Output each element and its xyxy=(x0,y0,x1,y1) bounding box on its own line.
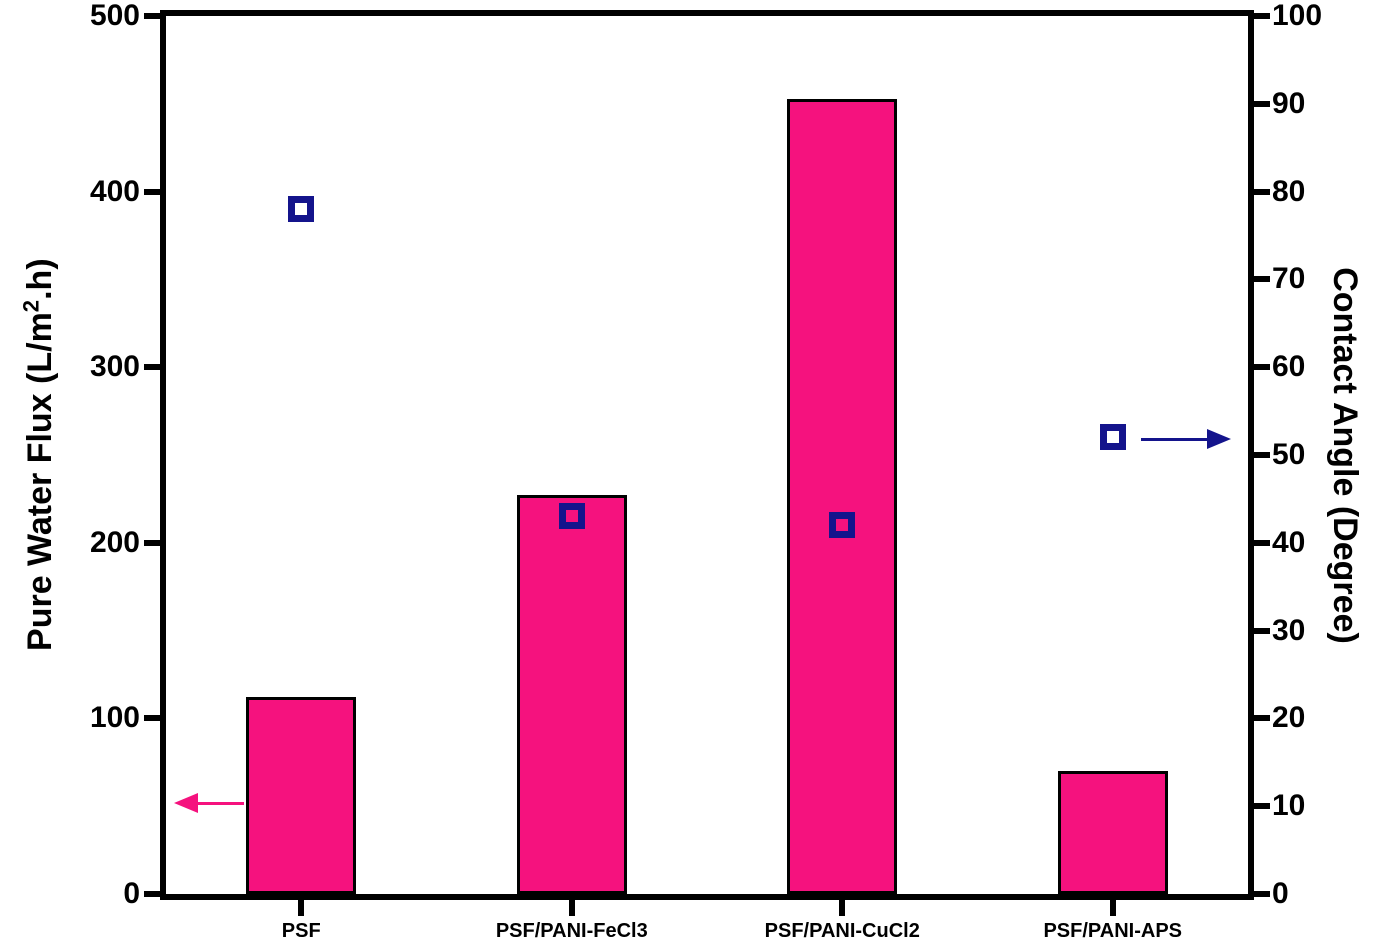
left-axis-tick-label: 200 xyxy=(89,525,140,559)
left-axis-title: Pure Water Flux (L/m2.h) xyxy=(18,259,59,652)
left-axis-title-wrap: Pure Water Flux (L/m2.h) xyxy=(0,10,84,900)
contact-angle-marker xyxy=(1099,424,1126,451)
right-axis-tick-label: 30 xyxy=(1272,613,1306,647)
right-axis-title: Contact Angle (Degree) xyxy=(1325,266,1364,644)
x-axis-tick xyxy=(568,900,575,916)
right-axis-tick-label: 50 xyxy=(1272,438,1306,471)
right-axis-tick-label: 0 xyxy=(1272,877,1289,910)
x-axis-tick xyxy=(298,900,305,916)
right-axis-tick-label: 80 xyxy=(1272,174,1306,208)
right-axis-tick-label: 90 xyxy=(1272,86,1306,120)
flux-bar xyxy=(516,495,627,894)
left-axis-tick xyxy=(144,13,160,19)
x-axis-category-label: PSF/PANI-FeCl3 xyxy=(495,920,648,942)
left-axis-tick-label: 0 xyxy=(123,877,140,910)
right-axis-title-wrap: Contact Angle (Degree) xyxy=(1299,10,1381,900)
left-axis-title-sup: 2 xyxy=(18,300,44,313)
right-axis-tick xyxy=(1254,539,1270,546)
left-axis-tick xyxy=(144,715,160,722)
left-axis-tick-label: 500 xyxy=(89,0,140,32)
left-axis-title-pre: Pure Water Flux (L/m xyxy=(20,312,59,652)
right-axis-tick xyxy=(1254,364,1270,371)
right-axis-tick-label: 70 xyxy=(1272,262,1306,296)
left-axis-tick-label: 300 xyxy=(89,350,140,384)
right-axis-tick xyxy=(1254,188,1270,195)
left-axis-tick xyxy=(144,891,160,897)
left-arrow-head-icon xyxy=(174,793,198,813)
contact-angle-marker xyxy=(288,196,315,223)
left-axis-tick xyxy=(144,539,160,546)
right-axis-tick xyxy=(1254,715,1270,722)
right-axis-tick-label: 100 xyxy=(1272,0,1323,32)
right-axis-tick-label: 10 xyxy=(1272,789,1306,823)
flux-bar xyxy=(1057,771,1168,894)
x-axis-category-label: PSF/PANI-APS xyxy=(1043,920,1183,942)
right-arrow-shaft xyxy=(1141,438,1207,441)
flux-bar xyxy=(787,98,898,894)
contact-angle-marker xyxy=(829,512,856,539)
right-axis-tick-label: 20 xyxy=(1272,701,1306,735)
right-axis-tick xyxy=(1254,100,1270,107)
right-axis-tick xyxy=(1254,627,1270,634)
left-axis-title-post: .h) xyxy=(20,258,59,301)
right-axis-tick-label: 40 xyxy=(1272,525,1306,559)
left-axis-tick xyxy=(144,364,160,371)
left-axis-tick-label: 400 xyxy=(89,174,140,208)
plot-area: 0 100 200 300 400 500 0 10 20 30 40 50 60 70 80 90 100 PS… xyxy=(90,0,1322,942)
left-axis-tick xyxy=(144,188,160,195)
right-axis-tick xyxy=(1254,276,1270,283)
right-axis-tick xyxy=(1254,891,1270,897)
left-arrow-shaft xyxy=(194,802,244,805)
contact-angle-marker xyxy=(558,503,585,530)
left-axis-tick-label: 100 xyxy=(89,701,140,735)
right-arrow-head-icon xyxy=(1207,429,1231,449)
right-axis-tick xyxy=(1254,452,1270,458)
flux-bar xyxy=(246,697,357,894)
x-axis-tick xyxy=(839,900,846,916)
x-axis-tick xyxy=(1109,900,1116,916)
x-axis-category-label: PSF/PANI-CuCl2 xyxy=(764,920,920,942)
x-axis-category-label: PSF xyxy=(281,920,321,942)
right-axis-tick-label: 60 xyxy=(1272,350,1306,384)
right-axis-tick xyxy=(1254,13,1270,19)
right-axis-tick xyxy=(1254,803,1270,810)
